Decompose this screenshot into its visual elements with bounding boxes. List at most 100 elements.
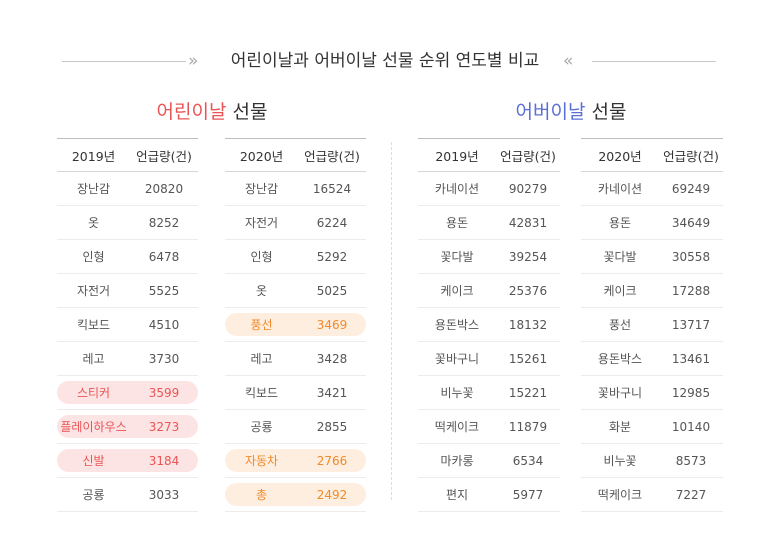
item-mentions: 5025 <box>316 283 348 298</box>
ranking-table-parents-2020: 2020년 언급량(건) 카네이션 69249 용돈 34649 꽃다발 30558 케이크 17… <box>581 138 723 512</box>
highlight-pill <box>57 381 198 404</box>
item-name: 풍선 <box>250 318 273 332</box>
section-title-accent: 어린이날 <box>156 101 227 123</box>
item-mentions: 3730 <box>148 351 180 366</box>
table-row: 편지 5977 <box>418 478 560 512</box>
table-row: 장난감 20820 <box>57 172 198 206</box>
table-row: 화분 10140 <box>581 410 723 444</box>
item-name: 떡케이크 <box>597 488 643 502</box>
table-row: 용돈 42831 <box>418 206 560 240</box>
table-row: 케이크 25376 <box>418 274 560 308</box>
item-name: 공룡 <box>250 420 273 434</box>
ranking-table-childrens-2019: 2019년 언급량(건) 장난감 20820 옷 8252 인형 6478 자전거 5525 킥보드… <box>57 138 198 512</box>
header-mentions: 언급량(건) <box>304 148 360 164</box>
table-header: 2020년 언급량(건) <box>581 138 723 172</box>
header-year: 2019년 <box>71 148 116 164</box>
table-header: 2019년 언급량(건) <box>57 138 198 172</box>
item-mentions: 90279 <box>508 181 548 196</box>
table-row: 자동차 2766 <box>225 444 366 478</box>
table-row: 케이크 17288 <box>581 274 723 308</box>
table-row: 꽃다발 30558 <box>581 240 723 274</box>
highlight-pill <box>225 449 366 472</box>
table-row: 자전거 5525 <box>57 274 198 308</box>
item-name: 스티커 <box>76 386 111 400</box>
item-name: 마카롱 <box>440 454 474 468</box>
item-mentions: 25376 <box>508 283 548 298</box>
item-mentions: 2492 <box>316 487 348 502</box>
item-name: 떡케이크 <box>434 420 480 434</box>
table-row: 용돈 34649 <box>581 206 723 240</box>
table-row: 마카롱 6534 <box>418 444 560 478</box>
table-row: 인형 6478 <box>57 240 198 274</box>
item-name: 자전거 <box>244 216 279 230</box>
item-name: 레고 <box>82 352 105 366</box>
item-mentions: 69249 <box>671 181 711 196</box>
item-name: 장난감 <box>244 182 279 196</box>
item-name: 비누꽃 <box>603 454 637 468</box>
header-mentions: 언급량(건) <box>136 148 192 164</box>
table-row: 레고 3428 <box>225 342 366 376</box>
item-name: 인형 <box>250 250 273 264</box>
item-mentions: 3599 <box>148 385 180 400</box>
table-row: 용돈박스 18132 <box>418 308 560 342</box>
table-row: 꽃다발 39254 <box>418 240 560 274</box>
item-mentions: 15261 <box>508 351 548 366</box>
table-row: 꽃바구니 15261 <box>418 342 560 376</box>
title-rule-left <box>62 61 186 62</box>
table-row: 용돈박스 13461 <box>581 342 723 376</box>
section-divider <box>391 142 392 500</box>
item-name: 공룡 <box>82 488 105 502</box>
item-mentions: 8252 <box>148 215 180 230</box>
item-name: 꽃바구니 <box>434 352 480 366</box>
item-name: 인형 <box>82 250 105 264</box>
table-row: 풍선 13717 <box>581 308 723 342</box>
item-name: 용돈박스 <box>597 352 643 366</box>
item-name: 용돈 <box>445 216 469 230</box>
item-mentions: 3033 <box>148 487 180 502</box>
table-row: 카네이션 69249 <box>581 172 723 206</box>
section-title-rest: 선물 <box>226 101 268 123</box>
item-name: 자전거 <box>76 284 111 298</box>
item-mentions: 17288 <box>671 283 711 298</box>
table-row: 공룡 3033 <box>57 478 198 512</box>
ranking-table-childrens-2020: 2020년 언급량(건) 장난감 16524 자전거 6224 인형 5292 옷 5025 풍선 3… <box>225 138 366 512</box>
item-name: 화분 <box>608 420 632 434</box>
header-mentions: 언급량(건) <box>663 148 719 164</box>
item-mentions: 42831 <box>508 215 548 230</box>
table-row: 인형 5292 <box>225 240 366 274</box>
table-header: 2019년 언급량(건) <box>418 138 560 172</box>
item-name: 총 <box>255 488 268 502</box>
table-row: 킥보드 3421 <box>225 376 366 410</box>
table-row: 플레이하우스 3273 <box>57 410 198 444</box>
table-header: 2020년 언급량(건) <box>225 138 366 172</box>
item-mentions: 6534 <box>512 453 544 468</box>
item-mentions: 12985 <box>671 385 711 400</box>
table-row: 떡케이크 11879 <box>418 410 560 444</box>
highlight-pill <box>225 483 366 506</box>
item-name: 카네이션 <box>434 182 480 196</box>
item-name: 신발 <box>82 454 105 468</box>
table-row: 장난감 16524 <box>225 172 366 206</box>
item-mentions: 5292 <box>316 249 348 264</box>
item-name: 비누꽃 <box>440 386 474 400</box>
item-name: 케이크 <box>603 284 637 298</box>
section-title-childrens-day: 어린이날 선물 <box>60 98 364 126</box>
item-name: 케이크 <box>440 284 474 298</box>
section-title-rest: 선물 <box>585 101 627 123</box>
header-year: 2020년 <box>239 148 284 164</box>
ranking-table-parents-2019: 2019년 언급량(건) 카네이션 90279 용돈 42831 꽃다발 39254 케이크 25… <box>418 138 560 512</box>
table-row: 꽃바구니 12985 <box>581 376 723 410</box>
item-mentions: 7227 <box>675 487 707 502</box>
item-mentions: 2766 <box>316 453 348 468</box>
table-row: 옷 8252 <box>57 206 198 240</box>
item-name: 장난감 <box>76 182 111 196</box>
table-row: 비누꽃 8573 <box>581 444 723 478</box>
item-mentions: 13461 <box>671 351 711 366</box>
item-mentions: 2855 <box>316 419 348 434</box>
item-name: 풍선 <box>608 318 632 332</box>
highlight-pill <box>225 313 366 336</box>
item-mentions: 3469 <box>316 317 348 332</box>
item-name: 옷 <box>87 216 100 230</box>
table-row: 카네이션 90279 <box>418 172 560 206</box>
item-name: 플레이하우스 <box>60 420 127 434</box>
